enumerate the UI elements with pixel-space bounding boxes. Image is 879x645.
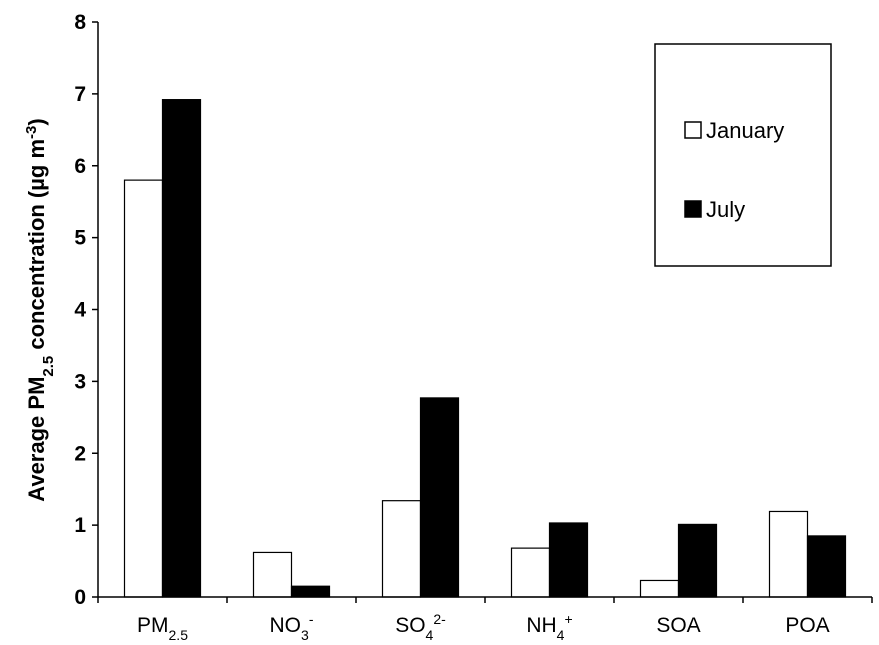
legend-swatch-july <box>684 200 702 218</box>
axes-layer: 0 1 2 3 4 5 6 7 8 PM2.5 NO3- SO42- NH4+ SOA POA <box>74 11 873 643</box>
legend-swatch-january <box>684 121 702 139</box>
y-tick-label: 7 <box>74 83 86 106</box>
x-category-label: SO42- <box>395 611 446 643</box>
y-tick-label: 1 <box>74 514 86 537</box>
bar-july-5 <box>806 535 847 598</box>
bar-january-0 <box>123 179 164 598</box>
bar-january-2 <box>381 500 422 598</box>
bar-january-1 <box>252 551 293 598</box>
bar-july-0 <box>161 99 202 598</box>
bar-january-3 <box>510 547 551 598</box>
legend-box <box>654 43 832 267</box>
x-category-label: NO3- <box>270 611 314 643</box>
x-category-label: POA <box>785 614 829 637</box>
bar-january-5 <box>768 510 809 598</box>
y-tick-label: 2 <box>74 442 86 465</box>
bar-january-4 <box>639 579 680 598</box>
y-tick-label: 8 <box>74 11 86 34</box>
bar-july-1 <box>290 585 331 598</box>
y-tick-label: 3 <box>74 370 86 393</box>
legend: January July <box>654 43 832 267</box>
x-category-label: NH4+ <box>526 611 572 643</box>
y-tick-label: 5 <box>74 227 86 250</box>
bar-july-3 <box>548 522 589 598</box>
x-category-label: SOA <box>656 614 700 637</box>
bar-july-2 <box>419 397 460 598</box>
legend-label-july: July <box>706 197 745 222</box>
y-tick-label: 6 <box>74 155 86 178</box>
bar-july-4 <box>677 523 718 598</box>
y-tick-label: 0 <box>74 586 86 609</box>
x-category-label: PM2.5 <box>137 614 188 643</box>
legend-label-january: January <box>706 118 784 143</box>
y-tick-label: 4 <box>74 299 86 322</box>
bars-layer <box>123 99 847 598</box>
y-axis-label: Average PM2.5 concentration (µg m-3) <box>23 118 57 501</box>
